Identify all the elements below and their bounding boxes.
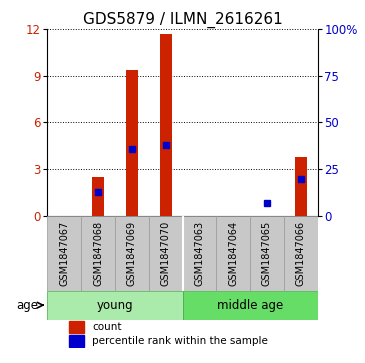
Bar: [92, 177, 104, 216]
Bar: [182, 291, 318, 319]
Bar: [47, 291, 182, 319]
Bar: [182, 216, 216, 291]
Bar: [69, 321, 84, 334]
Text: percentile rank within the sample: percentile rank within the sample: [92, 336, 268, 346]
Text: age: age: [16, 299, 38, 312]
Bar: [250, 216, 284, 291]
Bar: [284, 216, 318, 291]
Bar: [126, 70, 138, 216]
Bar: [115, 216, 149, 291]
Bar: [149, 216, 182, 291]
Bar: [69, 335, 84, 347]
Text: middle age: middle age: [217, 299, 283, 312]
Text: count: count: [92, 322, 122, 333]
Text: GSM1847067: GSM1847067: [59, 221, 69, 286]
Bar: [216, 216, 250, 291]
Text: GSM1847069: GSM1847069: [127, 221, 137, 286]
Text: GSM1847066: GSM1847066: [296, 221, 306, 286]
Bar: [295, 157, 307, 216]
Bar: [81, 216, 115, 291]
Text: GSM1847063: GSM1847063: [195, 221, 204, 286]
Text: GSM1847070: GSM1847070: [161, 221, 170, 286]
Text: GSM1847065: GSM1847065: [262, 221, 272, 286]
Bar: [47, 216, 81, 291]
Text: GSM1847068: GSM1847068: [93, 221, 103, 286]
Text: young: young: [97, 299, 133, 312]
Bar: [160, 34, 172, 216]
Text: GSM1847064: GSM1847064: [228, 221, 238, 286]
Title: GDS5879 / ILMN_2616261: GDS5879 / ILMN_2616261: [82, 12, 283, 28]
